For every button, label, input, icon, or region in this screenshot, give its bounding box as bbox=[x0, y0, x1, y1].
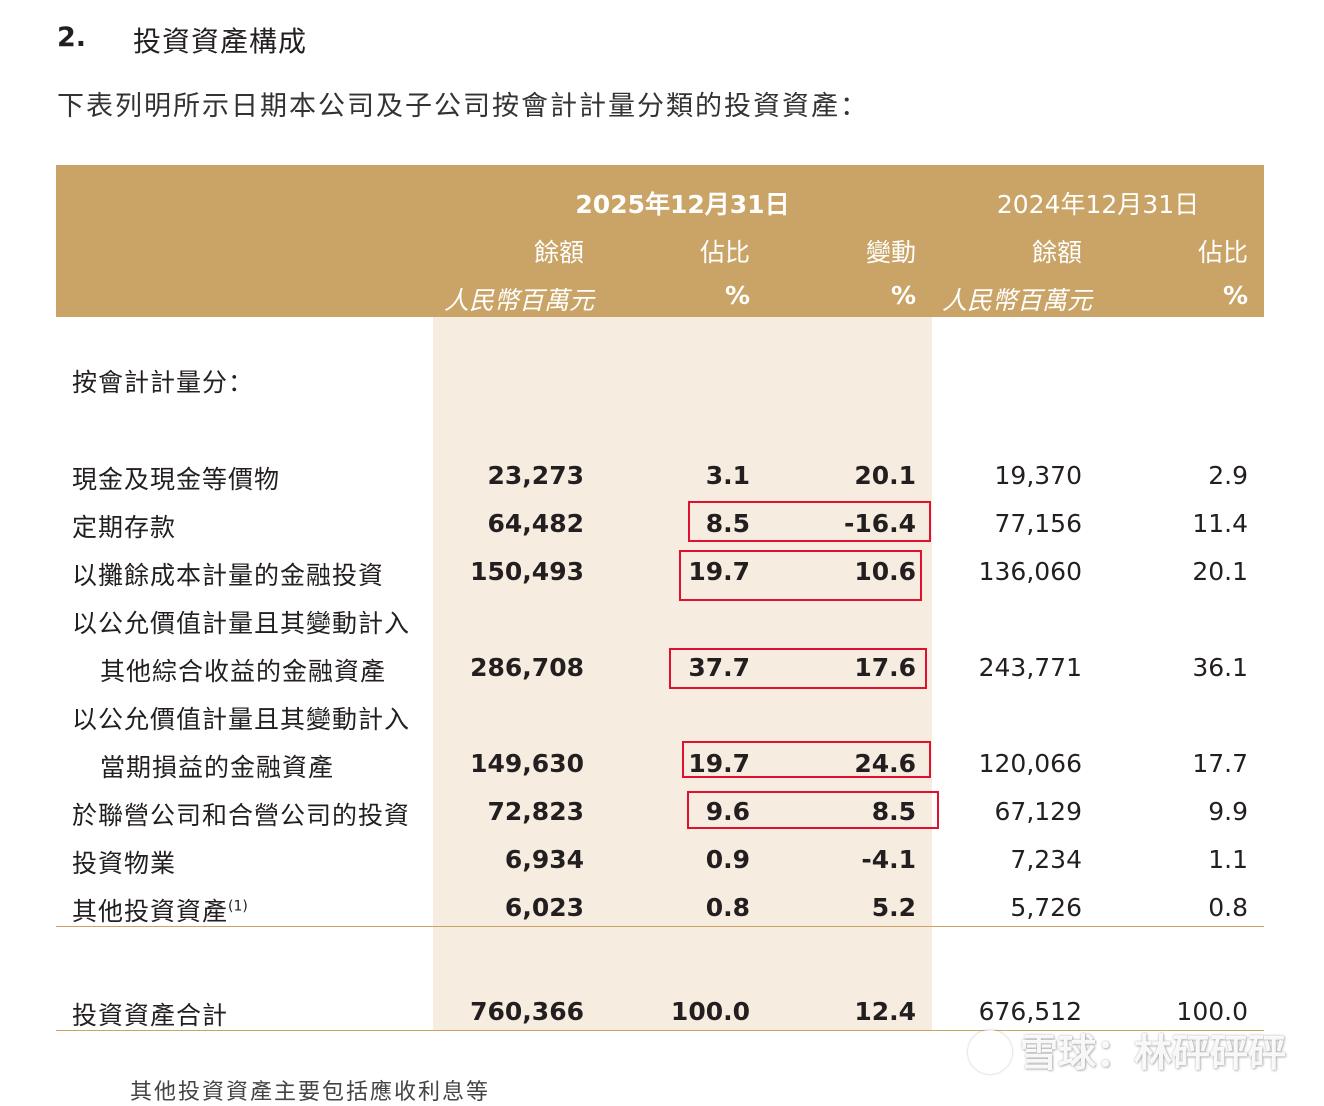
cell-balance-2025: 72,823 bbox=[487, 797, 584, 826]
row-label-continued: 當期損益的金融資產 bbox=[100, 753, 335, 782]
footnote-fragment: 其他投資資產主要包括應收利息等 bbox=[130, 1080, 491, 1105]
total-share-2025: 100.0 bbox=[670, 997, 750, 1026]
cell-balance-2024: 120,066 bbox=[978, 749, 1082, 778]
total-share-2024: 100.0 bbox=[1176, 997, 1248, 1026]
cell-share-2025: 0.9 bbox=[705, 845, 750, 874]
row-label: 於聯營公司和合營公司的投資 bbox=[72, 801, 411, 830]
total-change: 12.4 bbox=[854, 997, 916, 1026]
cell-share-2025: 19.7 bbox=[688, 557, 750, 586]
header-balance-2025: 餘額 bbox=[533, 238, 584, 267]
cell-share-2024: 11.4 bbox=[1192, 509, 1248, 538]
header-unit-share-2024: % bbox=[1222, 281, 1248, 310]
cell-balance-2025: 6,934 bbox=[504, 845, 584, 874]
row-label: 其他投資資產(1) bbox=[72, 892, 248, 928]
cell-balance-2025: 286,708 bbox=[470, 653, 584, 682]
cell-change: -16.4 bbox=[843, 509, 916, 538]
header-period-2024: 2024年12月31日 bbox=[996, 190, 1200, 219]
section-number: 2. bbox=[57, 22, 87, 53]
cell-share-2024: 9.9 bbox=[1208, 797, 1248, 826]
cell-share-2025: 3.1 bbox=[705, 461, 750, 490]
row-label: 現金及現金等價物 bbox=[72, 465, 281, 494]
cell-balance-2025: 23,273 bbox=[487, 461, 584, 490]
cell-change: -4.1 bbox=[861, 845, 916, 874]
row-label: 以公允價值計量且其變動計入 bbox=[72, 609, 411, 638]
row-label: 以公允價值計量且其變動計入 bbox=[72, 705, 411, 734]
cell-balance-2025: 6,023 bbox=[504, 893, 584, 922]
annotation-box bbox=[669, 648, 927, 689]
table-header-band bbox=[56, 165, 1264, 317]
watermark: 雪球：林砰砰砰 bbox=[967, 1022, 1286, 1078]
cell-change: 20.1 bbox=[854, 461, 916, 490]
group-label: 按會計計量分： bbox=[72, 368, 255, 397]
cell-share-2024: 2.9 bbox=[1208, 461, 1248, 490]
section-title: 投資資產構成 bbox=[133, 25, 308, 58]
cell-balance-2024: 243,771 bbox=[978, 653, 1082, 682]
cell-balance-2024: 136,060 bbox=[978, 557, 1082, 586]
header-share-2025: 佔比 bbox=[699, 238, 750, 267]
snowball-logo-icon bbox=[967, 1029, 1012, 1074]
header-share-2024: 佔比 bbox=[1197, 238, 1248, 267]
row-label: 以攤餘成本計量的金融投資 bbox=[72, 561, 385, 590]
cell-balance-2024: 77,156 bbox=[994, 509, 1082, 538]
header-unit-balance-2025: 人民幣百萬元 bbox=[443, 286, 594, 315]
cell-change: 5.2 bbox=[871, 893, 916, 922]
annotation-box bbox=[687, 791, 939, 829]
cell-share-2025: 8.5 bbox=[705, 509, 750, 538]
highlight-column-shade bbox=[433, 317, 932, 1030]
cell-balance-2025: 150,493 bbox=[470, 557, 584, 586]
cell-share-2024: 20.1 bbox=[1192, 557, 1248, 586]
cell-share-2024: 0.8 bbox=[1208, 893, 1248, 922]
footnote-marker: (1) bbox=[228, 898, 248, 915]
annotation-box bbox=[679, 550, 922, 601]
cell-share-2024: 17.7 bbox=[1192, 749, 1248, 778]
cell-balance-2024: 19,370 bbox=[994, 461, 1082, 490]
cell-balance-2025: 64,482 bbox=[487, 509, 584, 538]
cell-share-2025: 9.6 bbox=[705, 797, 750, 826]
cell-change: 24.6 bbox=[854, 749, 916, 778]
cell-change: 8.5 bbox=[871, 797, 916, 826]
cell-change: 10.6 bbox=[854, 557, 916, 586]
cell-balance-2025: 149,630 bbox=[470, 749, 584, 778]
cell-balance-2024: 67,129 bbox=[994, 797, 1082, 826]
annotation-box bbox=[688, 501, 931, 542]
cell-change: 17.6 bbox=[854, 653, 916, 682]
row-label-text: 其他投資資產 bbox=[72, 897, 229, 926]
watermark-text: 雪球：林砰砰砰 bbox=[1019, 1031, 1286, 1075]
header-unit-balance-2024: 人民幣百萬元 bbox=[941, 286, 1092, 315]
total-label: 投資資產合計 bbox=[72, 1001, 229, 1030]
cell-share-2025: 19.7 bbox=[688, 749, 750, 778]
subtotal-rule bbox=[56, 926, 1264, 927]
row-label-continued: 其他綜合收益的金融資產 bbox=[100, 657, 387, 686]
cell-share-2024: 1.1 bbox=[1208, 845, 1248, 874]
annotation-box bbox=[682, 741, 931, 778]
cell-balance-2024: 5,726 bbox=[1010, 893, 1082, 922]
header-change: 變動 bbox=[865, 238, 916, 267]
total-balance-2024: 676,512 bbox=[978, 997, 1082, 1026]
total-rule bbox=[56, 1030, 1264, 1031]
cell-share-2024: 36.1 bbox=[1192, 653, 1248, 682]
section-intro: 下表列明所示日期本公司及子公司按會計計量分類的投資資產： bbox=[57, 91, 869, 122]
total-balance-2025: 760,366 bbox=[470, 997, 584, 1026]
header-period-2025: 2025年12月31日 bbox=[575, 190, 790, 219]
cell-balance-2024: 7,234 bbox=[1010, 845, 1082, 874]
cell-share-2025: 0.8 bbox=[705, 893, 750, 922]
header-balance-2024: 餘額 bbox=[1031, 238, 1082, 267]
header-unit-share-2025: % bbox=[724, 281, 750, 310]
row-label: 定期存款 bbox=[72, 513, 177, 542]
header-unit-change: % bbox=[890, 281, 916, 310]
cell-share-2025: 37.7 bbox=[688, 653, 750, 682]
row-label: 投資物業 bbox=[72, 849, 177, 878]
